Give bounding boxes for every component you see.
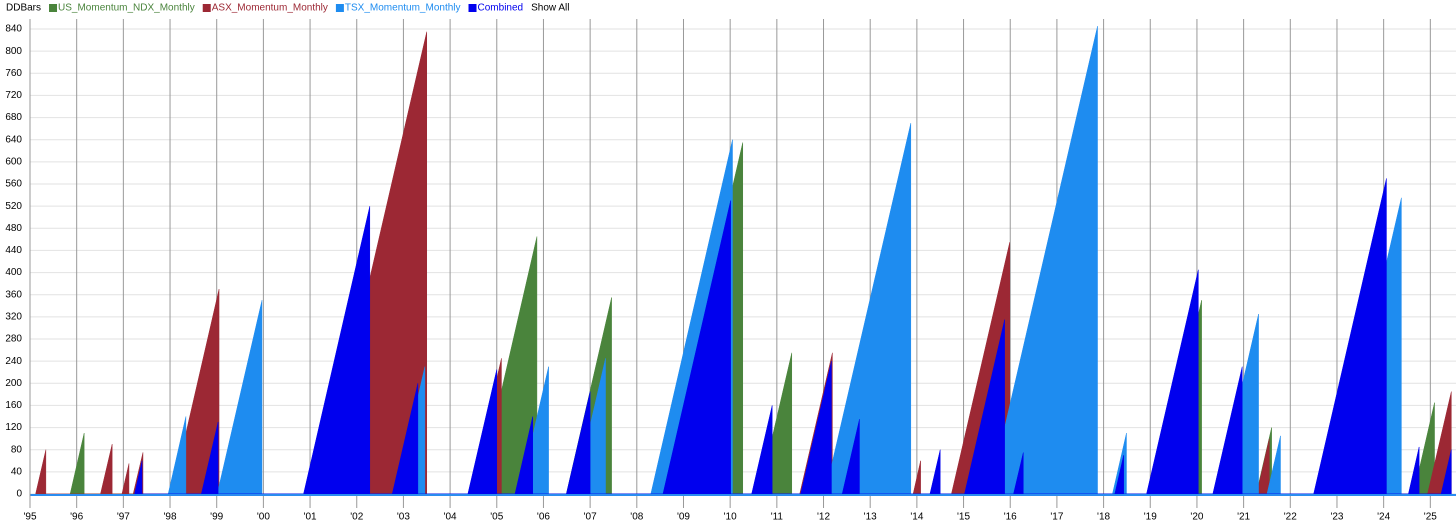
x-tick-label: '02: [350, 512, 363, 523]
y-tick-label: 720: [5, 90, 22, 101]
legend-swatch[interactable]: [335, 4, 344, 12]
x-tick-label: '17: [1050, 512, 1063, 523]
y-tick-label: 600: [5, 156, 22, 167]
y-tick-label: 40: [11, 466, 23, 477]
y-tick-label: 320: [5, 311, 22, 322]
y-tick-label: 800: [5, 46, 22, 57]
x-tick-label: '99: [210, 512, 223, 523]
x-tick-label: '10: [724, 512, 737, 523]
x-tick-label: '15: [957, 512, 970, 523]
legend-swatch[interactable]: [468, 4, 477, 12]
x-tick-label: '18: [1097, 512, 1110, 523]
y-tick-label: 640: [5, 134, 22, 145]
x-tick-label: '19: [1144, 512, 1157, 523]
x-tick-label: '00: [257, 512, 270, 523]
x-tick-label: '11: [771, 512, 784, 523]
x-tick-label: '06: [537, 512, 550, 523]
legend-label[interactable]: TSX_Momentum_Monthly: [345, 3, 461, 14]
x-tick-label: '13: [864, 512, 877, 523]
x-tick-label: '22: [1284, 512, 1297, 523]
x-tick-label: '23: [1330, 512, 1343, 523]
legend-title: DDBars: [6, 3, 41, 14]
x-tick-label: '98: [164, 512, 177, 523]
legend-label[interactable]: US_Momentum_NDX_Monthly: [58, 3, 195, 14]
legend-label[interactable]: ASX_Momentum_Monthly: [212, 3, 328, 14]
x-tick-label: '97: [117, 512, 130, 523]
x-tick-label: '95: [23, 512, 36, 523]
x-tick-label: '96: [70, 512, 83, 523]
y-tick-label: 240: [5, 356, 22, 367]
y-tick-label: 560: [5, 179, 22, 190]
x-tick-label: '01: [304, 512, 317, 523]
x-tick-label: '24: [1377, 512, 1390, 523]
y-tick-label: 760: [5, 68, 22, 79]
x-tick-label: '25: [1424, 512, 1437, 523]
x-tick-label: '21: [1237, 512, 1250, 523]
y-tick-label: 280: [5, 334, 22, 345]
y-tick-label: 0: [16, 489, 22, 500]
legend-label[interactable]: Combined: [478, 3, 524, 14]
y-tick-label: 440: [5, 245, 22, 256]
x-tick-label: '07: [584, 512, 597, 523]
x-tick-label: '14: [910, 512, 923, 523]
show-all[interactable]: Show All: [531, 3, 569, 14]
x-tick-label: '03: [397, 512, 410, 523]
y-tick-label: 840: [5, 24, 22, 35]
y-tick-label: 160: [5, 400, 22, 411]
y-tick-label: 520: [5, 201, 22, 212]
y-tick-label: 480: [5, 223, 22, 234]
y-tick-label: 200: [5, 378, 22, 389]
y-tick-label: 680: [5, 112, 22, 123]
x-tick-label: '20: [1190, 512, 1203, 523]
y-tick-label: 120: [5, 422, 22, 433]
x-tick-label: '16: [1004, 512, 1017, 523]
y-tick-label: 400: [5, 267, 22, 278]
legend-swatch[interactable]: [49, 4, 58, 12]
y-tick-label: 360: [5, 289, 22, 300]
legend-swatch[interactable]: [202, 4, 211, 12]
x-tick-label: '04: [444, 512, 457, 523]
x-tick-label: '12: [817, 512, 830, 523]
y-tick-label: 80: [11, 444, 23, 455]
x-tick-label: '05: [490, 512, 503, 523]
x-tick-label: '09: [677, 512, 690, 523]
x-tick-label: '08: [630, 512, 643, 523]
